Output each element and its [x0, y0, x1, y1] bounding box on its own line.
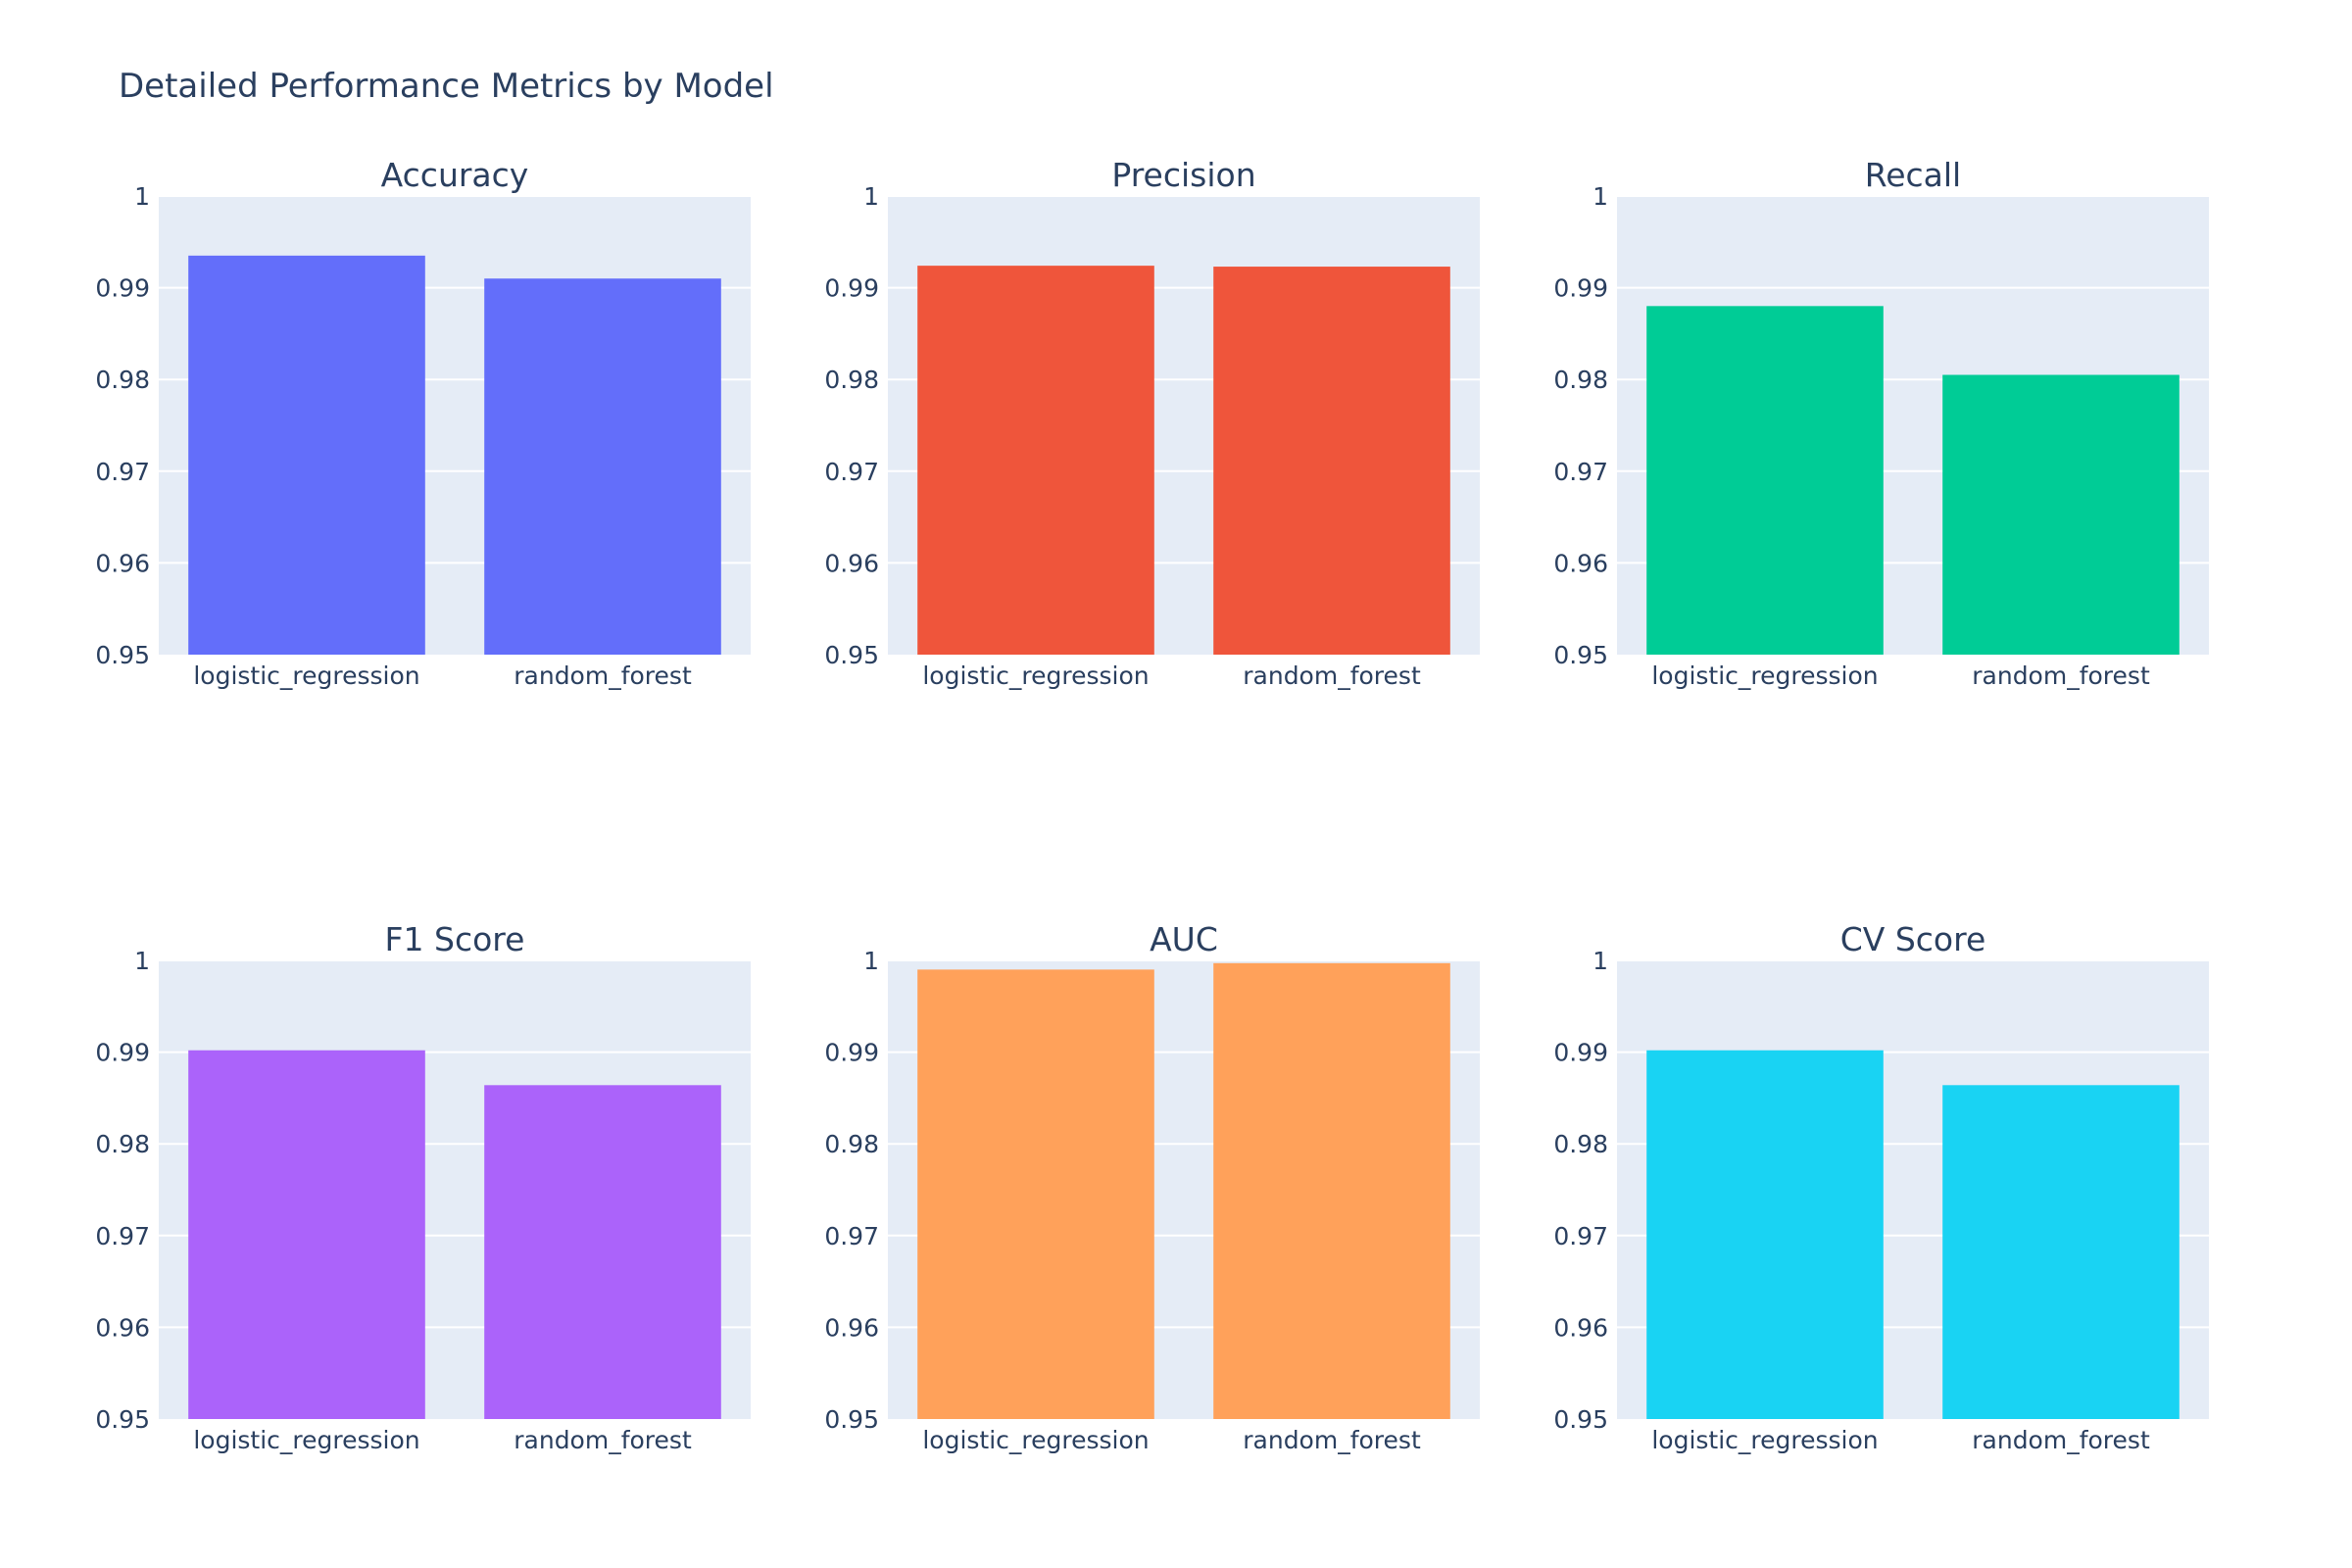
subplot-title: AUC [1150, 920, 1218, 958]
y-tick-label: 0.97 [1553, 458, 1608, 486]
y-tick-label: 0.96 [1553, 1313, 1608, 1342]
bar-logistic-regression [917, 266, 1154, 655]
bar-logistic-regression [188, 255, 425, 655]
y-tick-label: 0.98 [95, 1130, 150, 1158]
y-tick-label: 1 [134, 182, 150, 211]
y-tick-label: 0.95 [95, 641, 150, 669]
y-tick-label: 0.96 [95, 1313, 150, 1342]
y-tick-label: 0.97 [1553, 1222, 1608, 1250]
subplot-title: Accuracy [381, 156, 529, 194]
subplot-cv-score: 0.95 0.96 0.97 0.98 0.99 1 logistic_regression… [1553, 920, 2209, 1454]
y-tick-label: 1 [134, 947, 150, 975]
bar-random-forest [1213, 962, 1450, 1419]
y-tick-label: 0.98 [1553, 1130, 1608, 1158]
y-tick-label: 0.96 [1553, 549, 1608, 577]
y-tick-label: 0.95 [1553, 641, 1608, 669]
x-tick-label: logistic_regression [1651, 662, 1878, 690]
bar-random-forest [1942, 1085, 2180, 1419]
bar-random-forest [1942, 374, 2180, 655]
y-tick-label: 1 [1592, 182, 1608, 211]
subplot-title: F1 Score [385, 920, 525, 958]
y-tick-label: 0.97 [95, 1222, 150, 1250]
subplot-title: Recall [1865, 156, 1961, 194]
subplot-recall: 0.95 0.96 0.97 0.98 0.99 1 logistic_regression… [1553, 156, 2209, 690]
subplot-f1-score: 0.95 0.96 0.97 0.98 0.99 1 logistic_regression… [95, 920, 751, 1454]
y-tick-label: 0.98 [824, 366, 879, 394]
subplot-precision: 0.95 0.96 0.97 0.98 0.99 1 logistic_regression… [824, 156, 1480, 690]
y-tick-label: 0.99 [95, 274, 150, 303]
subplot-title: CV Score [1840, 920, 1986, 958]
bar-random-forest [484, 278, 721, 655]
bar-logistic-regression [917, 969, 1154, 1419]
y-tick-label: 0.99 [1553, 1039, 1608, 1067]
y-tick-label: 0.97 [95, 458, 150, 486]
y-tick-label: 1 [863, 947, 879, 975]
subplot-accuracy: 0.95 0.96 0.97 0.98 0.99 1 logistic_regression… [95, 156, 751, 690]
y-tick-label: 0.99 [824, 274, 879, 303]
x-tick-label: random_forest [1972, 1426, 2150, 1454]
y-tick-label: 0.96 [824, 1313, 879, 1342]
y-tick-label: 0.97 [824, 458, 879, 486]
y-tick-label: 0.98 [95, 366, 150, 394]
y-tick-label: 0.96 [824, 549, 879, 577]
y-tick-label: 1 [863, 182, 879, 211]
x-tick-label: random_forest [1972, 662, 2150, 690]
y-tick-label: 1 [1592, 947, 1608, 975]
x-tick-label: random_forest [514, 1426, 692, 1454]
x-tick-label: random_forest [1243, 1426, 1421, 1454]
x-tick-label: logistic_regression [922, 1426, 1149, 1454]
y-tick-label: 0.99 [1553, 274, 1608, 303]
x-tick-label: logistic_regression [1651, 1426, 1878, 1454]
bar-logistic-regression [1646, 1050, 1884, 1419]
subplot-auc: 0.95 0.96 0.97 0.98 0.99 1 logistic_regression… [824, 920, 1480, 1454]
bar-random-forest [484, 1085, 721, 1419]
subplot-title: Precision [1111, 156, 1255, 194]
bar-logistic-regression [1646, 306, 1884, 655]
x-tick-label: random_forest [514, 662, 692, 690]
y-tick-label: 0.98 [824, 1130, 879, 1158]
y-tick-label: 0.95 [1553, 1405, 1608, 1434]
y-tick-label: 0.95 [824, 641, 879, 669]
bar-random-forest [1213, 267, 1450, 655]
x-tick-label: logistic_regression [922, 662, 1149, 690]
y-tick-label: 0.99 [95, 1039, 150, 1067]
y-tick-label: 0.97 [824, 1222, 879, 1250]
y-tick-label: 0.95 [95, 1405, 150, 1434]
x-tick-label: logistic_regression [193, 662, 419, 690]
chart-title: Detailed Performance Metrics by Model [119, 67, 774, 106]
bar-logistic-regression [188, 1050, 425, 1419]
y-tick-label: 0.96 [95, 549, 150, 577]
y-tick-label: 0.98 [1553, 366, 1608, 394]
y-tick-label: 0.95 [824, 1405, 879, 1434]
y-tick-label: 0.99 [824, 1039, 879, 1067]
x-tick-label: logistic_regression [193, 1426, 419, 1454]
x-tick-label: random_forest [1243, 662, 1421, 690]
